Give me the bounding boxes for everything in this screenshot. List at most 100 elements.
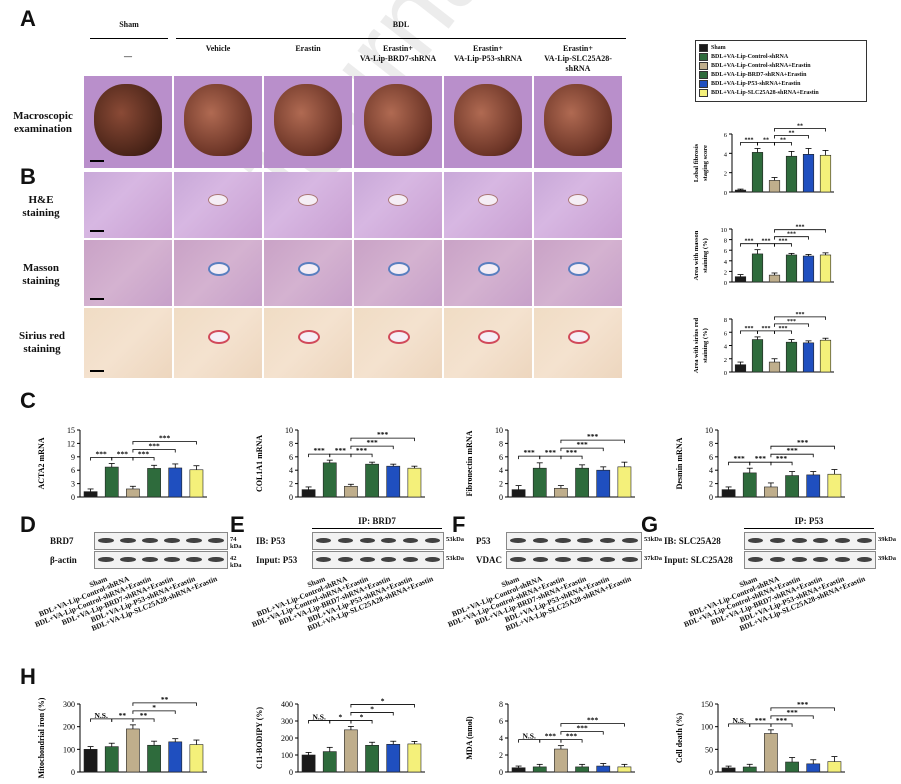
significance-label: **: [140, 711, 148, 720]
tile-macro-2: [264, 76, 352, 168]
y-tick-label: 100: [281, 751, 293, 760]
significance-label: N.S.: [312, 712, 325, 721]
bar: [721, 767, 736, 773]
significance-bracket: [132, 702, 197, 706]
tile-sirius-5: [534, 308, 622, 378]
blot-band: [424, 557, 440, 562]
blot-band: [577, 557, 593, 562]
tile-he-4: [444, 172, 532, 238]
y-tick-label: 6: [71, 466, 75, 475]
tile-he-1: [174, 172, 262, 238]
y-tick-label: 0: [499, 768, 503, 777]
column-header-5: Erastin+ VA-Lip-SLC25A28-shRNA: [544, 44, 612, 73]
y-axis-label-line: Cell death (%): [675, 713, 684, 764]
y-axis-label: Mitochondrial iron (%): [37, 697, 46, 778]
bar: [189, 744, 204, 773]
significance-bracket: [132, 449, 176, 453]
tile-macro-4: [444, 76, 532, 168]
liver-image: [94, 84, 162, 156]
chart-c11-bodipy: C11-BODIPY (%) 0 100 200 300 400 N.S. * * * *: [255, 696, 425, 777]
tile-he-2: [264, 172, 352, 238]
significance-bracket: [560, 723, 625, 727]
liver-image: [184, 84, 252, 156]
bar: [764, 733, 778, 773]
significance-label: ***: [356, 446, 368, 455]
group-bdl: BDL: [392, 20, 410, 29]
bar: [83, 749, 98, 773]
significance-label: ***: [745, 138, 754, 144]
y-tick-label: 0: [71, 768, 75, 777]
blot-kda-label: 39kDa: [878, 555, 897, 562]
chart-sirius-area: Area with sirius red staining (%) 0 2 4 6 8 ***…: [693, 312, 834, 377]
bar: [386, 743, 401, 773]
bar: [596, 765, 611, 773]
significance-label: ***: [787, 232, 796, 238]
significance-label: **: [119, 711, 127, 720]
blot-band: [791, 538, 807, 543]
bar: [785, 155, 798, 193]
bar: [83, 491, 98, 498]
y-axis-label-line: Fibronectin mRNA: [465, 430, 474, 496]
y-tick-label: 10: [285, 426, 293, 435]
significance-bracket: [770, 453, 814, 458]
significance-label: ***: [779, 239, 788, 245]
bar: [827, 473, 842, 498]
blot-band: [622, 538, 638, 543]
bar: [511, 767, 526, 773]
significance-bracket: [770, 707, 835, 711]
significance-bracket: [350, 712, 394, 716]
y-tick-label: 200: [281, 734, 293, 743]
blot-strip: [312, 532, 444, 550]
tile-macro-5: [534, 76, 622, 168]
blot-band: [402, 557, 419, 562]
significance-label: N.S.: [522, 732, 535, 741]
vessel-image: [388, 262, 410, 276]
blot-band: [164, 557, 180, 562]
y-axis-label-line: Mitochondrial iron (%): [37, 697, 46, 778]
y-tick-label: 6: [724, 248, 728, 255]
y-tick-label: 8: [709, 439, 713, 448]
y-tick-label: 4: [499, 734, 503, 743]
significance-label: ***: [366, 438, 378, 447]
significance-label: **: [789, 131, 795, 137]
vessel-image: [478, 262, 500, 276]
row-label-he: H&E staining: [22, 194, 60, 219]
bar: [768, 180, 781, 193]
blot-band: [186, 538, 202, 543]
significance-bracket: [774, 135, 809, 139]
legend-item: BDL+VA-Lip-SLC25A28-shRNA+Erastin: [699, 88, 863, 97]
bar: [104, 746, 119, 773]
scale-bar: [90, 230, 104, 232]
y-tick-label: 6: [499, 453, 503, 462]
y-axis-label-line: COL1A1 mRNA: [255, 435, 264, 492]
significance-label: **: [780, 138, 786, 144]
significance-bracket: [350, 704, 415, 708]
y-tick-label: 6: [709, 453, 713, 462]
bar: [617, 766, 632, 773]
y-axis-label: COL1A1 mRNA: [255, 435, 264, 492]
y-tick-label: 4: [724, 151, 728, 158]
blot-band: [381, 538, 397, 543]
bar: [301, 489, 316, 498]
legend-item: BDL+VA-Lip-BRD7-shRNA+Erastin: [699, 70, 863, 79]
bar: [802, 255, 815, 283]
bar: [365, 745, 379, 773]
legend-swatch: [699, 43, 708, 52]
significance-label: **: [763, 138, 769, 144]
blot-band: [769, 538, 786, 543]
y-tick-label: 2: [499, 480, 503, 489]
tile-he-5: [534, 172, 622, 238]
significance-label: ***: [797, 700, 809, 709]
significance-bracket: [350, 437, 415, 442]
y-axis-label: ACTA2 mRNA: [37, 437, 46, 489]
y-tick-label: 100: [701, 723, 713, 732]
blot-band: [748, 538, 764, 543]
vessel-image: [568, 194, 588, 206]
blot-row-label: Input: SLC25A28: [664, 555, 733, 565]
y-tick-label: 200: [63, 723, 75, 732]
bar: [575, 467, 589, 498]
y-tick-label: 6: [499, 717, 503, 726]
y-tick-label: 0: [709, 768, 713, 777]
bar: [827, 761, 842, 773]
